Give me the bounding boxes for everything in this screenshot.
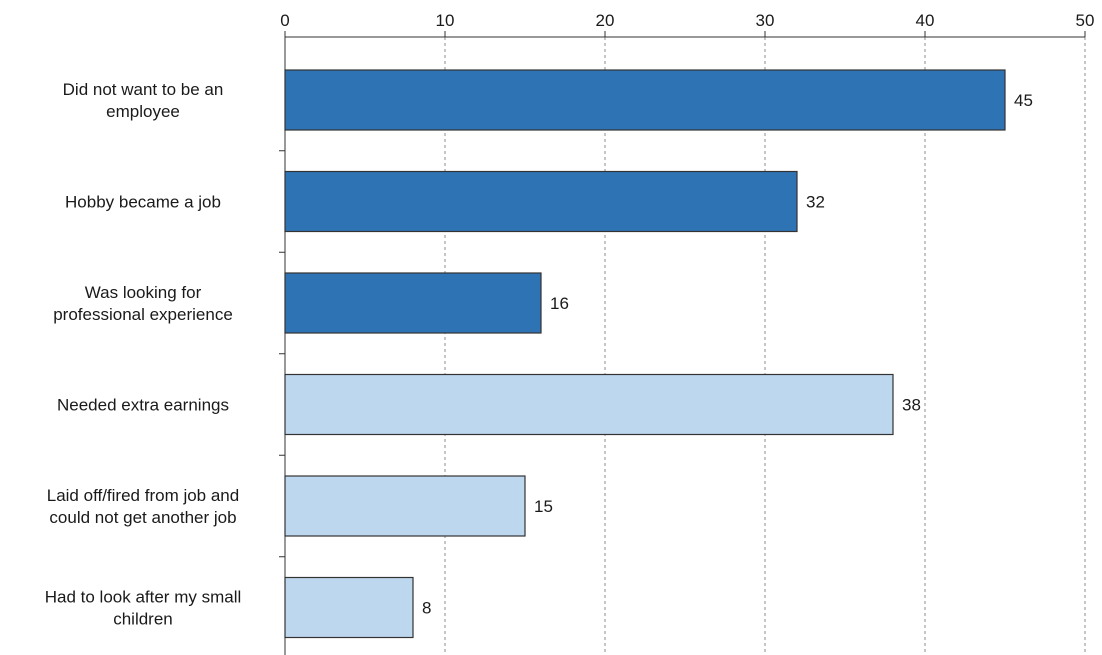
x-tick-label: 30 (756, 11, 775, 30)
x-tick-label: 20 (596, 11, 615, 30)
x-tick-label: 50 (1076, 11, 1095, 30)
data-label: 8 (422, 599, 431, 618)
bars (284, 69, 1006, 639)
bar (284, 170, 798, 233)
grid-lines (444, 37, 1086, 655)
x-tick-label: 0 (280, 11, 289, 30)
bar (284, 69, 1006, 131)
data-label: 38 (902, 396, 921, 415)
bar (284, 373, 894, 436)
x-tick-label: 10 (436, 11, 455, 30)
category-label: Had to look after my small children (45, 588, 242, 629)
category-label: Needed extra earnings (57, 396, 229, 415)
category-label: Did not want to be an employee (63, 80, 224, 121)
category-label: Was looking for professional experience (53, 283, 233, 324)
bar (284, 475, 526, 537)
x-tick-label: 40 (916, 11, 935, 30)
data-label: 45 (1014, 91, 1033, 110)
category-label: Laid off/fired from job and could not get… (47, 486, 239, 527)
category-labels: 45 Did not want to be an employee 32 Hobby b… (45, 80, 1033, 629)
x-axis: 0 10 20 30 40 50 (279, 11, 1094, 655)
data-label: 32 (806, 193, 825, 212)
category-label: Hobby became a job (65, 193, 221, 212)
bar (284, 576, 414, 639)
data-label: 16 (550, 294, 569, 313)
data-label: 15 (534, 497, 553, 516)
bar (284, 272, 542, 334)
